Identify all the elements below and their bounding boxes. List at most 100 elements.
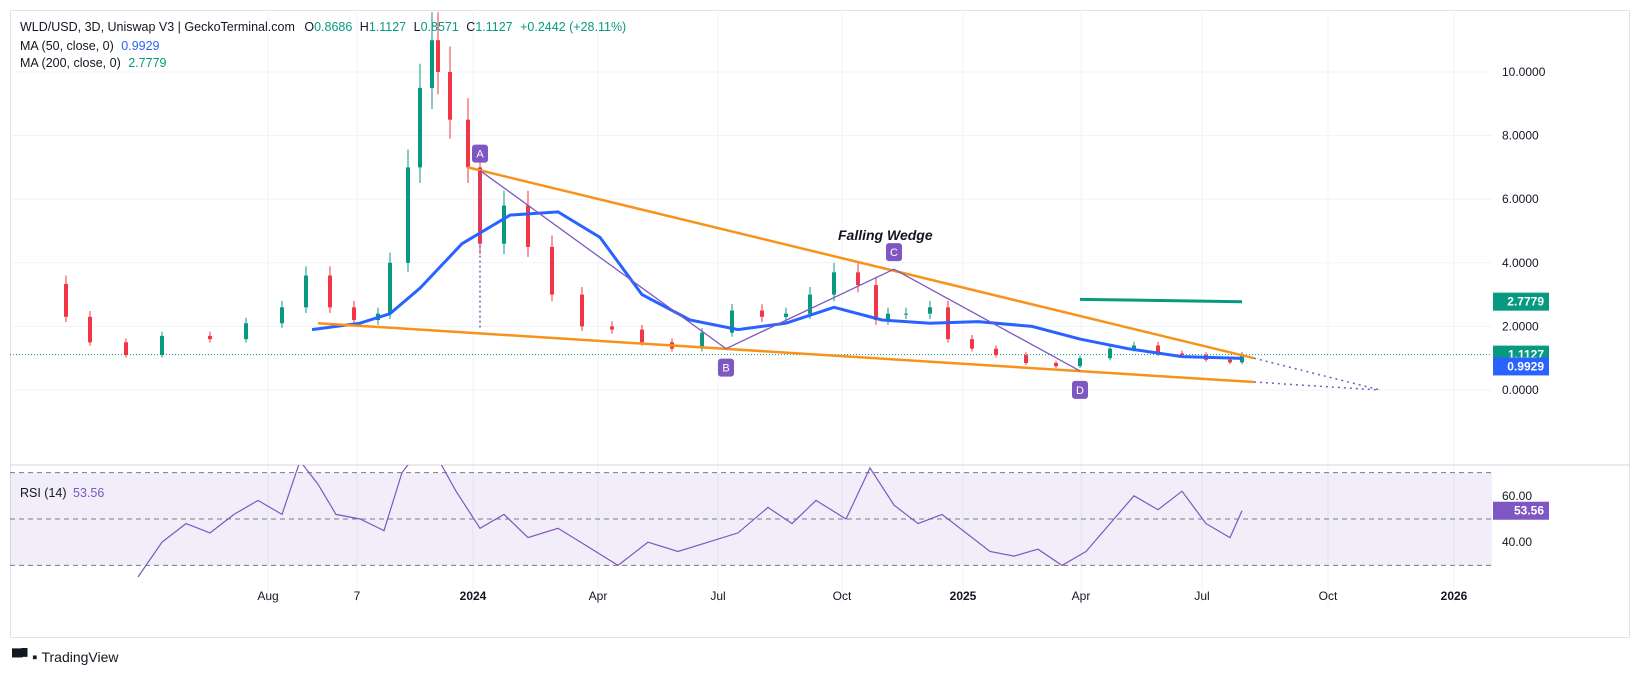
wave-point-badge	[718, 358, 734, 377]
price-axis-label: 6.0000	[1502, 192, 1539, 206]
candle-body	[874, 285, 878, 321]
candle-body	[304, 275, 308, 308]
candle-body	[244, 323, 248, 340]
ma200-label: MA (200, close, 0)	[20, 56, 121, 70]
candle-body	[1240, 354, 1244, 363]
time-axis-label: 2025	[950, 589, 977, 603]
candle-body	[1132, 345, 1136, 349]
candle-body	[700, 332, 704, 349]
time-axis-label: Jul	[710, 589, 725, 603]
candle-body	[640, 329, 644, 343]
candle-body	[760, 310, 764, 317]
time-axis-label: Aug	[257, 589, 278, 603]
open-label: O	[304, 20, 315, 34]
candle-body	[466, 119, 470, 168]
rsi-axis: 60.00 40.00	[1502, 489, 1532, 549]
candle-body	[610, 326, 614, 330]
falling-wedge	[317, 166, 1381, 391]
time-axis-label: 2024	[460, 589, 487, 603]
candle-body	[502, 205, 506, 244]
wave-point-label: C	[890, 247, 898, 259]
candle-body	[418, 87, 422, 168]
falling-wedge-label: Falling Wedge	[838, 227, 933, 243]
candle-body	[328, 275, 332, 308]
price-axis-label: 4.0000	[1502, 256, 1539, 270]
rsi-badge: 53.56	[1514, 504, 1544, 518]
time-axis-label: 7	[354, 589, 361, 603]
ma200-legend[interactable]: MA (200, close, 0) 2.7779	[20, 56, 166, 70]
wedge-lower-line	[317, 321, 1255, 384]
candle-body	[1078, 358, 1082, 367]
candle-body	[904, 313, 908, 315]
candle-body	[526, 205, 530, 247]
price-axis-label: 0.0000	[1502, 383, 1539, 397]
close-value: 1.1127	[475, 20, 513, 34]
price-axis-label: 2.0000	[1502, 319, 1539, 333]
candle-body	[1108, 348, 1112, 359]
chart-frame	[10, 10, 1630, 638]
candle-body	[478, 167, 482, 244]
candle-body	[124, 342, 128, 356]
rsi-badge-bg	[1493, 501, 1549, 520]
rsi-axis-label: 40.00	[1502, 535, 1532, 549]
wave-lines	[479, 170, 1081, 372]
candle-body	[88, 316, 92, 343]
candle-body	[1054, 362, 1058, 367]
candle-body	[550, 246, 554, 295]
rsi-line	[137, 465, 1243, 578]
candle-body	[784, 313, 788, 317]
wave-point-badge	[1072, 380, 1088, 399]
ma200-value: 2.7779	[128, 56, 167, 70]
price-axis: 10.0000 8.0000 6.0000 4.0000 2.0000 0.0000	[1502, 65, 1546, 397]
candle-body	[928, 307, 932, 314]
close-label: C	[466, 20, 476, 34]
candle-body	[808, 294, 812, 314]
candle-body	[388, 262, 392, 314]
high-label: H	[359, 20, 369, 34]
rsi-value: 53.56	[73, 486, 105, 500]
high-value: 1.1127	[368, 20, 407, 34]
candle-body	[1180, 353, 1184, 356]
candle-body	[580, 294, 584, 327]
wedge-upper-line	[467, 166, 1255, 360]
time-axis-label: 2026	[1441, 589, 1468, 603]
candle-body	[994, 348, 998, 356]
price-axis-label: 10.0000	[1502, 65, 1546, 79]
candle-body	[64, 283, 68, 317]
candle-body	[160, 335, 164, 356]
time-axis-label: Jul	[1194, 589, 1209, 603]
candle-body	[436, 40, 440, 72]
time-axis-label: Oct	[1319, 589, 1338, 603]
rsi-label: RSI (14)	[20, 486, 67, 500]
wave-segment	[893, 268, 1081, 372]
low-label: L	[413, 20, 421, 34]
ma200-badge: 2.7779	[1507, 295, 1544, 309]
candle-body	[730, 310, 734, 333]
wedge-lower-projection	[1253, 381, 1381, 391]
rsi-axis-label: 60.00	[1502, 489, 1532, 503]
change-value: +0.2442 (+28.11%)	[520, 20, 627, 34]
candle-body	[832, 272, 836, 295]
time-axis-label: Apr	[589, 589, 608, 603]
candle-body	[1228, 359, 1232, 363]
rsi-legend[interactable]: RSI (14) 53.56	[20, 486, 104, 500]
wave-point-badge	[886, 243, 902, 262]
candle-body	[970, 339, 974, 349]
wave-point-badge	[472, 144, 488, 163]
candle-body	[208, 335, 212, 340]
low-value: 0.8571	[420, 20, 459, 34]
price-gridlines	[10, 71, 1492, 391]
price-axis-label: 8.0000	[1502, 129, 1539, 143]
wave-point-label: D	[1076, 385, 1084, 397]
symbol-legend[interactable]: WLD/USD, 3D, Uniswap V3 | GeckoTerminal.…	[20, 20, 626, 34]
ma200-badge-bg	[1493, 292, 1549, 311]
ma50-legend[interactable]: MA (50, close, 0) 0.9929	[20, 39, 160, 53]
tradingview-logo[interactable]: ▀▘▪ TradingView	[12, 648, 119, 666]
candle-body	[886, 313, 890, 321]
time-axis-label: Apr	[1072, 589, 1091, 603]
ma50-label: MA (50, close, 0)	[20, 39, 114, 53]
candle-body	[430, 40, 434, 88]
time-axis: Aug 7 2024 Apr Jul Oct 2025 Apr Jul Oct 2026	[257, 589, 1467, 603]
